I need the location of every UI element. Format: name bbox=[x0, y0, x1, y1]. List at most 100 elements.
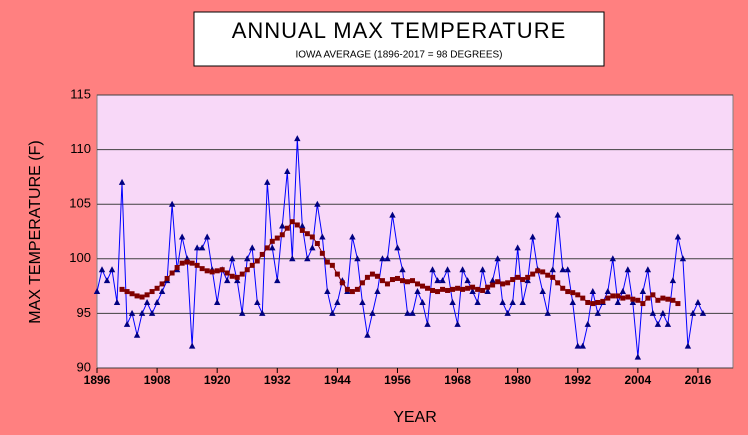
point-marker bbox=[394, 244, 401, 251]
point-marker bbox=[415, 281, 421, 287]
point-marker bbox=[144, 292, 150, 298]
point-marker bbox=[550, 274, 556, 280]
point-marker bbox=[485, 284, 491, 290]
point-marker bbox=[484, 288, 491, 295]
point-marker bbox=[489, 277, 496, 284]
y-tick-label: 110 bbox=[70, 141, 91, 156]
point-marker bbox=[188, 342, 196, 349]
point-marker bbox=[529, 233, 536, 240]
point-marker bbox=[169, 270, 175, 276]
point-marker bbox=[118, 178, 126, 185]
point-marker bbox=[475, 286, 481, 292]
point-marker bbox=[264, 245, 270, 251]
point-marker bbox=[639, 288, 647, 295]
point-marker bbox=[103, 277, 111, 284]
point-marker bbox=[510, 277, 516, 283]
point-marker bbox=[594, 309, 601, 316]
point-marker bbox=[509, 298, 516, 305]
point-marker bbox=[535, 268, 541, 274]
point-marker bbox=[274, 235, 280, 241]
point-marker bbox=[430, 287, 436, 293]
point-marker bbox=[254, 258, 260, 264]
point-marker bbox=[414, 288, 421, 295]
point-marker bbox=[674, 233, 682, 240]
x-tick-label: 1968 bbox=[444, 373, 471, 387]
point-marker bbox=[269, 238, 275, 244]
point-marker bbox=[199, 266, 205, 272]
point-marker bbox=[694, 298, 702, 305]
point-marker bbox=[494, 255, 501, 262]
point-marker bbox=[664, 320, 672, 327]
x-tick-label: 1932 bbox=[264, 373, 291, 387]
point-marker bbox=[399, 266, 406, 273]
x-tick-label: 1896 bbox=[84, 373, 111, 387]
point-marker bbox=[399, 278, 405, 284]
point-marker bbox=[645, 295, 651, 301]
point-marker bbox=[139, 294, 145, 300]
point-marker bbox=[490, 282, 496, 288]
point-marker bbox=[334, 271, 340, 277]
x-tick-label: 2004 bbox=[624, 373, 651, 387]
point-marker bbox=[474, 298, 481, 305]
point-marker bbox=[549, 266, 556, 273]
point-marker bbox=[525, 274, 531, 280]
point-marker bbox=[465, 285, 471, 291]
point-marker bbox=[289, 255, 296, 262]
point-marker bbox=[279, 232, 285, 238]
point-marker bbox=[209, 269, 215, 275]
point-marker bbox=[374, 288, 381, 295]
point-marker bbox=[299, 227, 305, 233]
point-marker bbox=[354, 255, 361, 262]
point-marker bbox=[124, 289, 130, 295]
point-marker bbox=[479, 266, 486, 273]
point-marker bbox=[98, 266, 106, 273]
point-marker bbox=[93, 288, 101, 295]
point-marker bbox=[168, 200, 176, 207]
point-marker bbox=[554, 211, 561, 218]
point-marker bbox=[213, 298, 221, 305]
point-marker bbox=[214, 268, 220, 274]
point-marker bbox=[440, 286, 446, 292]
point-marker bbox=[585, 299, 591, 305]
point-marker bbox=[234, 274, 240, 280]
point-marker bbox=[569, 298, 576, 305]
point-marker bbox=[499, 298, 506, 305]
point-marker bbox=[254, 298, 261, 305]
point-marker bbox=[264, 178, 271, 185]
point-marker bbox=[524, 277, 531, 284]
point-marker bbox=[379, 255, 386, 262]
point-marker bbox=[595, 299, 601, 305]
point-marker bbox=[239, 309, 246, 316]
point-marker bbox=[319, 250, 325, 256]
point-marker bbox=[464, 277, 471, 284]
point-marker bbox=[339, 280, 345, 286]
point-marker bbox=[459, 266, 466, 273]
point-marker bbox=[349, 289, 355, 295]
point-marker bbox=[575, 292, 581, 298]
point-marker bbox=[389, 211, 396, 218]
point-marker bbox=[304, 255, 311, 262]
plot-area bbox=[96, 94, 734, 369]
x-tick-label: 2016 bbox=[685, 373, 712, 387]
point-marker bbox=[450, 286, 456, 292]
point-marker bbox=[640, 301, 646, 307]
point-marker bbox=[670, 297, 676, 303]
point-marker bbox=[369, 271, 375, 277]
point-marker bbox=[654, 320, 662, 327]
point-marker bbox=[434, 277, 441, 284]
point-marker bbox=[384, 281, 390, 287]
point-marker bbox=[505, 280, 511, 286]
point-marker bbox=[204, 268, 210, 274]
point-marker bbox=[409, 309, 416, 316]
point-marker bbox=[555, 280, 561, 286]
point-marker bbox=[439, 277, 446, 284]
point-marker bbox=[329, 262, 335, 268]
point-marker bbox=[274, 277, 281, 284]
point-marker bbox=[389, 277, 395, 283]
point-marker bbox=[445, 287, 451, 293]
point-marker bbox=[675, 301, 681, 307]
point-marker bbox=[119, 286, 125, 292]
point-marker bbox=[519, 298, 526, 305]
point-marker bbox=[435, 289, 441, 295]
